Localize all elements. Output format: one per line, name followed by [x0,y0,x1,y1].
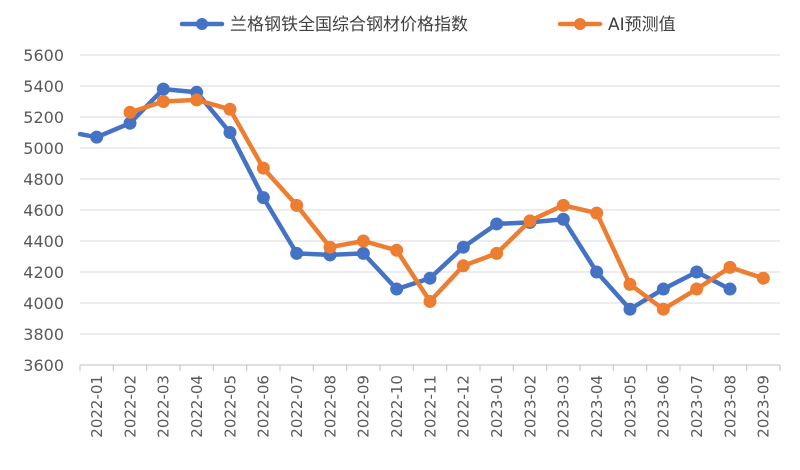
x-tick-label: 2022-05 [221,375,239,438]
legend-label: 兰格钢铁全国综合钢材价格指数 [230,15,468,35]
y-tick-label: 4000 [23,294,64,313]
data-point [756,271,770,285]
x-tick-label: 2022-06 [255,375,273,438]
x-tick-label: 2023-08 [721,375,739,438]
y-tick-label: 4400 [23,232,64,251]
data-point [123,116,137,130]
x-tick-label: 2023-06 [655,375,673,438]
x-tick-label: 2022-10 [388,375,406,438]
data-point [390,282,404,296]
x-tick-label: 2022-08 [321,375,339,438]
data-point [490,217,504,231]
x-tick-label: 2023-09 [755,375,773,438]
x-tick-label: 2023-01 [488,375,506,438]
data-point [156,95,170,108]
data-point [656,302,670,316]
data-point [290,198,304,212]
series-line-1 [127,97,766,312]
gridlines [80,54,780,366]
x-tick-label: 2023-02 [521,375,539,438]
data-point [223,102,237,116]
data-point [656,282,670,296]
x-tick-label: 2022-03 [155,375,173,438]
data-point [123,105,137,119]
y-tick-label: 5600 [23,46,64,65]
x-tick-label: 2022-09 [355,375,373,438]
data-point [456,259,470,273]
data-point [290,246,304,260]
data-point [390,243,404,257]
data-point [423,271,437,285]
x-tick-label: 2023-04 [588,375,606,438]
data-point [523,214,537,228]
data-point [723,260,737,274]
x-tick-label: 2023-07 [688,375,706,438]
data-point [356,234,370,248]
data-point [623,277,637,291]
legend-swatch-marker [574,18,586,30]
y-tick-label: 4600 [23,201,64,220]
data-point [490,246,504,260]
data-point [90,130,104,144]
legend-label: AI预测值 [608,15,676,35]
data-point [590,206,604,220]
y-tick-label: 5400 [23,77,64,96]
y-tick-label: 5000 [23,139,64,158]
data-point [556,212,570,226]
x-tick-label: 2022-02 [121,375,139,438]
x-tick-label: 2023-05 [621,375,639,438]
data-point [556,198,570,212]
x-tick-label: 2022-07 [288,375,306,438]
x-tick-label: 2023-03 [555,375,573,438]
y-tick-label: 4200 [23,263,64,282]
data-point [156,82,170,96]
data-point [690,282,704,296]
data-point [256,161,270,175]
data-point [256,191,270,205]
data-point [623,302,637,316]
y-tick-label: 4800 [23,170,64,189]
y-tick-label: 3800 [23,325,64,344]
data-point [590,265,604,279]
data-point [456,240,470,254]
data-point [723,282,737,296]
x-tick-label: 2022-04 [188,375,206,438]
y-tick-label: 3600 [23,356,64,375]
data-point [356,246,370,260]
data-point [323,240,337,254]
data-point [223,126,237,139]
legend-swatch-marker [196,18,208,30]
x-tick-label: 2022-01 [88,375,106,438]
series-line-0 [77,86,733,312]
x-tick-label: 2022-12 [455,375,473,438]
series-lines [77,82,770,316]
y-tick-label: 5200 [23,108,64,127]
x-tick-label: 2022-11 [421,375,439,438]
data-point [690,265,704,279]
data-point [423,294,437,308]
data-point [190,93,204,107]
axes: 3600 3800 4000 4200 4400 4600 4800 5000 5200 5400… [23,46,781,438]
legend: 兰格钢铁全国综合钢材价格指数 AI预测值 [179,15,676,35]
